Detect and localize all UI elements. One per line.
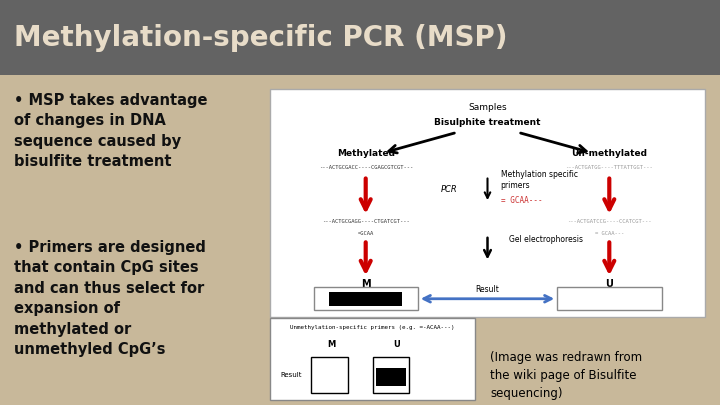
Text: (Image was redrawn from
the wiki page of Bisulfite
sequencing): (Image was redrawn from the wiki page of…: [490, 350, 642, 399]
Text: ---ACTGATCCG----CCATCGT---: ---ACTGATCCG----CCATCGT---: [567, 219, 652, 224]
Text: PCR: PCR: [441, 185, 457, 194]
Bar: [376, 368, 405, 386]
Bar: [270, 89, 705, 317]
Text: U: U: [606, 279, 613, 289]
Text: Gel electrophoresis: Gel electrophoresis: [509, 235, 583, 244]
Text: • Primers are designed
that contain CpG sites
and can thus select for
expansion : • Primers are designed that contain CpG …: [14, 240, 206, 357]
Text: Samples: Samples: [468, 103, 507, 112]
Text: Result: Result: [476, 285, 500, 294]
Text: M: M: [328, 340, 336, 349]
Text: = GCAA---: = GCAA---: [595, 231, 624, 236]
Bar: [372, 356, 410, 393]
Text: Methylation-specific PCR (MSP): Methylation-specific PCR (MSP): [14, 23, 508, 51]
Text: U: U: [394, 340, 400, 349]
Bar: [313, 288, 418, 310]
Text: Bisulphite treatment: Bisulphite treatment: [434, 117, 541, 126]
Bar: [329, 292, 402, 306]
Bar: [270, 318, 475, 400]
Bar: [311, 356, 348, 393]
Bar: [0, 0, 720, 75]
Text: ---ACTGATGG----TTTATTGGT---: ---ACTGATGG----TTTATTGGT---: [565, 165, 653, 170]
Text: M: M: [361, 279, 371, 289]
Text: = GCAA---: = GCAA---: [500, 196, 542, 205]
Text: ---ACTGCGAGG----CTGATCGT---: ---ACTGCGAGG----CTGATCGT---: [322, 219, 410, 224]
Text: • MSP takes advantage
of changes in DNA
sequence caused by
bisulfite treatment: • MSP takes advantage of changes in DNA …: [14, 93, 207, 169]
Text: =GCAA: =GCAA: [358, 231, 374, 236]
Text: ---ACTGCGACC----CGAGCGTCGT---: ---ACTGCGACC----CGAGCGTCGT---: [318, 165, 413, 170]
Bar: [557, 288, 662, 310]
Text: Unmethylation-specific primers (e.g. =-ACAA---): Unmethylation-specific primers (e.g. =-A…: [290, 325, 455, 330]
Text: Methylated: Methylated: [337, 149, 395, 158]
Text: Methylation specific
primers: Methylation specific primers: [500, 170, 577, 190]
Text: Un-methylated: Un-methylated: [571, 149, 647, 158]
Text: Result: Result: [280, 373, 302, 378]
